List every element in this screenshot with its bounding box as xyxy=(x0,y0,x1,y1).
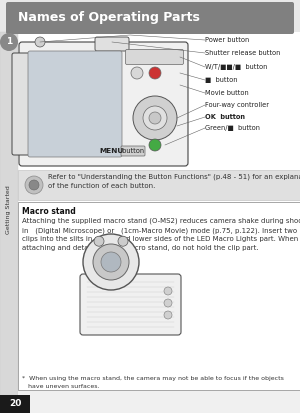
FancyBboxPatch shape xyxy=(95,37,129,51)
Bar xyxy=(18,390,300,413)
Circle shape xyxy=(94,236,104,246)
FancyBboxPatch shape xyxy=(125,50,184,64)
FancyBboxPatch shape xyxy=(12,53,30,155)
Text: Macro stand: Macro stand xyxy=(22,207,76,216)
Circle shape xyxy=(25,176,43,194)
Text: Refer to "Understanding the Button Functions" (p.48 - 51) for an explanation
of : Refer to "Understanding the Button Funct… xyxy=(48,174,300,188)
Text: Four-way controller: Four-way controller xyxy=(205,102,269,108)
Bar xyxy=(18,202,300,390)
Circle shape xyxy=(131,67,143,79)
Text: 20: 20 xyxy=(9,399,21,408)
Bar xyxy=(0,32,18,395)
Circle shape xyxy=(149,67,161,79)
Bar xyxy=(18,170,300,200)
Circle shape xyxy=(83,234,139,290)
Circle shape xyxy=(0,33,18,51)
Circle shape xyxy=(149,139,161,151)
Circle shape xyxy=(149,112,161,124)
FancyBboxPatch shape xyxy=(28,51,122,157)
Text: MENU: MENU xyxy=(99,148,123,154)
Text: Power button: Power button xyxy=(205,37,249,43)
Text: OK  button: OK button xyxy=(205,114,245,120)
Circle shape xyxy=(93,244,129,280)
Text: attaching and detaching the macro stand, do not hold the clip part.: attaching and detaching the macro stand,… xyxy=(22,245,259,251)
FancyBboxPatch shape xyxy=(19,42,188,166)
Text: *  When using the macro stand, the camera may not be able to focus if the object: * When using the macro stand, the camera… xyxy=(22,376,284,381)
Text: Attaching the supplied macro stand (O-MS2) reduces camera shake during shooting: Attaching the supplied macro stand (O-MS… xyxy=(22,218,300,225)
Circle shape xyxy=(164,299,172,307)
Circle shape xyxy=(143,106,167,130)
Text: Names of Operating Parts: Names of Operating Parts xyxy=(18,10,200,24)
Circle shape xyxy=(35,37,45,47)
Text: ■  button: ■ button xyxy=(205,77,238,83)
FancyBboxPatch shape xyxy=(80,274,181,335)
Text: 1: 1 xyxy=(6,38,12,47)
Circle shape xyxy=(164,287,172,295)
Text: have uneven surfaces.: have uneven surfaces. xyxy=(22,384,100,389)
Text: in   (Digital Microscope) or   (1cm-Macro Movie) mode (p.75, p.122). Insert two: in (Digital Microscope) or (1cm-Macro Mo… xyxy=(22,227,297,233)
Bar xyxy=(18,32,300,395)
Text: button: button xyxy=(120,148,144,154)
Bar xyxy=(0,395,30,413)
Circle shape xyxy=(164,311,172,319)
Circle shape xyxy=(29,180,39,190)
Text: clips into the slits in upper and lower sides of the LED Macro Lights part. When: clips into the slits in upper and lower … xyxy=(22,236,298,242)
FancyBboxPatch shape xyxy=(6,2,294,34)
FancyBboxPatch shape xyxy=(121,146,145,156)
Text: Shutter release button: Shutter release button xyxy=(205,50,280,56)
Text: Green/■  button: Green/■ button xyxy=(205,125,260,131)
Text: Getting Started: Getting Started xyxy=(7,185,11,234)
Circle shape xyxy=(133,96,177,140)
Text: W/T/■■/■  button: W/T/■■/■ button xyxy=(205,64,267,70)
Circle shape xyxy=(101,252,121,272)
Circle shape xyxy=(118,236,128,246)
Text: Movie button: Movie button xyxy=(205,90,249,96)
